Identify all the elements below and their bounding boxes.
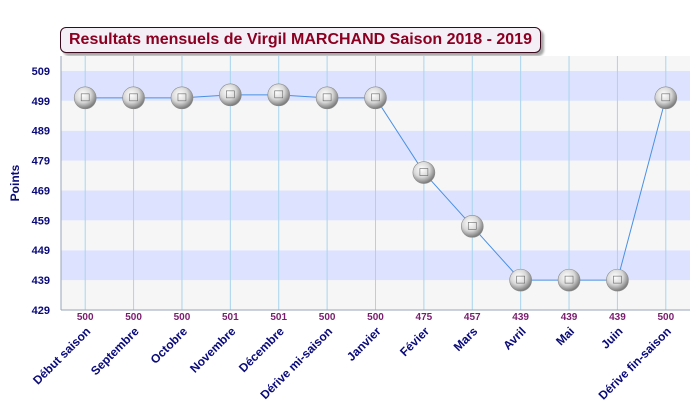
x-tick-label: Début saison bbox=[30, 324, 93, 387]
chart-title: Resultats mensuels de Virgil MARCHAND Sa… bbox=[60, 27, 541, 53]
data-points bbox=[73, 83, 678, 292]
y-tick-label: 469 bbox=[32, 185, 50, 197]
x-tick-label: Janvier bbox=[344, 324, 384, 364]
data-point bbox=[606, 268, 629, 292]
data-label: 457 bbox=[464, 312, 481, 323]
data-point bbox=[412, 161, 436, 184]
data-point bbox=[315, 86, 339, 110]
data-point bbox=[219, 83, 242, 107]
data-label: 500 bbox=[367, 312, 384, 323]
y-axis-label: Points bbox=[8, 164, 22, 201]
data-point bbox=[460, 215, 484, 238]
y-tick-label: 479 bbox=[32, 156, 50, 168]
x-tick-label: Mai bbox=[553, 324, 577, 348]
data-point bbox=[364, 86, 387, 110]
axes bbox=[60, 56, 690, 311]
y-tick-label: 499 bbox=[32, 96, 50, 108]
data-labels: 500 500 500 501 501 500 500 475 457 439 439 439 500 bbox=[77, 312, 675, 323]
y-tick-labels: 429 439 449 459 469 479 489 499 509 bbox=[32, 66, 50, 317]
data-label: 439 bbox=[609, 312, 626, 323]
data-label: 500 bbox=[174, 312, 191, 323]
data-point bbox=[557, 268, 581, 292]
data-label: 500 bbox=[657, 312, 674, 323]
y-tick-label: 429 bbox=[32, 305, 50, 317]
x-tick-label: Octobre bbox=[148, 324, 191, 367]
data-label: 500 bbox=[319, 312, 336, 323]
y-tick-label: 459 bbox=[32, 215, 50, 227]
x-tick-label: Avril bbox=[500, 324, 528, 352]
y-tick-label: 509 bbox=[32, 66, 50, 78]
x-tick-label: Septembre bbox=[88, 324, 142, 378]
x-tick-label: Juin bbox=[598, 324, 625, 351]
data-label: 439 bbox=[512, 312, 529, 323]
x-tick-label: Décembre bbox=[236, 324, 287, 375]
x-tick-label: Févier bbox=[397, 324, 432, 359]
y-tick-label: 449 bbox=[32, 245, 50, 257]
data-label: 500 bbox=[125, 312, 142, 323]
y-tick-label: 439 bbox=[32, 275, 50, 287]
data-point bbox=[267, 83, 291, 107]
data-label: 501 bbox=[270, 312, 287, 323]
y-tick-label: 489 bbox=[32, 126, 50, 138]
data-point bbox=[170, 86, 194, 110]
data-point bbox=[654, 86, 678, 110]
data-label: 439 bbox=[561, 312, 578, 323]
x-tick-label: Mars bbox=[451, 324, 481, 354]
data-label: 475 bbox=[416, 312, 433, 323]
data-label: 501 bbox=[222, 312, 239, 323]
data-point bbox=[122, 86, 145, 110]
data-point bbox=[509, 268, 532, 292]
data-point bbox=[73, 86, 97, 110]
data-label: 500 bbox=[77, 312, 94, 323]
x-tick-label: Novembre bbox=[187, 324, 239, 376]
